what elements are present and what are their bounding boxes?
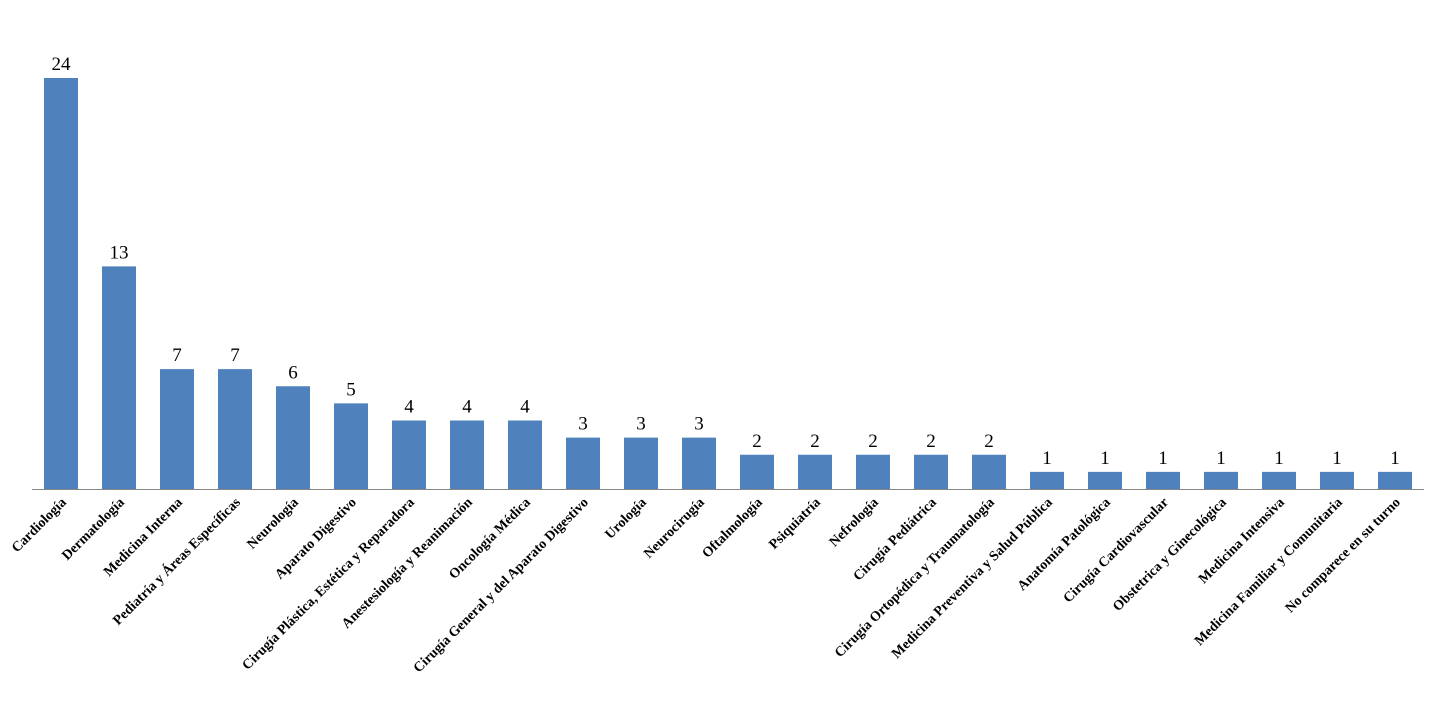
bar bbox=[740, 454, 774, 489]
bar bbox=[102, 266, 136, 489]
value-label: 2 bbox=[752, 431, 762, 452]
bar bbox=[1378, 471, 1412, 489]
bar bbox=[1204, 471, 1238, 489]
value-label: 1 bbox=[1216, 448, 1226, 469]
bar bbox=[508, 420, 542, 489]
value-label: 2 bbox=[984, 431, 994, 452]
value-label: 3 bbox=[636, 414, 646, 435]
bar bbox=[218, 369, 252, 489]
bar bbox=[1088, 471, 1122, 489]
value-label: 3 bbox=[694, 414, 704, 435]
value-label: 7 bbox=[230, 345, 240, 366]
bar bbox=[798, 454, 832, 489]
value-label: 7 bbox=[172, 345, 182, 366]
value-label: 3 bbox=[578, 414, 588, 435]
value-label: 2 bbox=[868, 431, 878, 452]
bar bbox=[1030, 471, 1064, 489]
bar bbox=[566, 437, 600, 489]
value-label: 4 bbox=[520, 397, 530, 418]
value-label: 1 bbox=[1042, 448, 1052, 469]
value-label: 13 bbox=[110, 242, 129, 263]
x-tick-label: Obstetrica y Ginecológica bbox=[1110, 495, 1229, 614]
x-tick-label: Neurología bbox=[245, 495, 302, 552]
value-label: 1 bbox=[1332, 448, 1342, 469]
x-tick-label: Urología bbox=[603, 495, 650, 542]
value-label: 6 bbox=[288, 362, 298, 383]
value-label: 1 bbox=[1390, 448, 1400, 469]
x-tick-label: Neurocirugía bbox=[641, 495, 708, 562]
bar bbox=[1146, 471, 1180, 489]
bar bbox=[44, 78, 78, 489]
x-tick-label: Cirugía Cardiovascular bbox=[1061, 495, 1172, 606]
bar bbox=[972, 454, 1006, 489]
bar bbox=[914, 454, 948, 489]
bar bbox=[624, 437, 658, 489]
x-tick-label: Cardiología bbox=[9, 495, 70, 556]
value-label: 5 bbox=[346, 379, 356, 400]
x-tick-label: Psiquiatría bbox=[766, 495, 823, 552]
value-label: 1 bbox=[1158, 448, 1168, 469]
value-label: 24 bbox=[52, 54, 72, 75]
x-tick-label: No comparece en su turno bbox=[1283, 495, 1404, 616]
x-tick-label: Nefrología bbox=[827, 495, 882, 550]
bar bbox=[392, 420, 426, 489]
bar bbox=[1262, 471, 1296, 489]
value-label: 4 bbox=[404, 397, 414, 418]
bar bbox=[450, 420, 484, 489]
bar bbox=[334, 403, 368, 489]
value-label: 4 bbox=[462, 397, 472, 418]
value-label: 1 bbox=[1100, 448, 1110, 469]
bar bbox=[856, 454, 890, 489]
bar bbox=[160, 369, 194, 489]
value-label: 2 bbox=[810, 431, 820, 452]
bar bbox=[276, 386, 310, 489]
bar bbox=[1320, 471, 1354, 489]
bar bbox=[682, 437, 716, 489]
x-tick-label: Oftalmología bbox=[700, 495, 766, 561]
value-label: 2 bbox=[926, 431, 936, 452]
value-label: 1 bbox=[1274, 448, 1284, 469]
